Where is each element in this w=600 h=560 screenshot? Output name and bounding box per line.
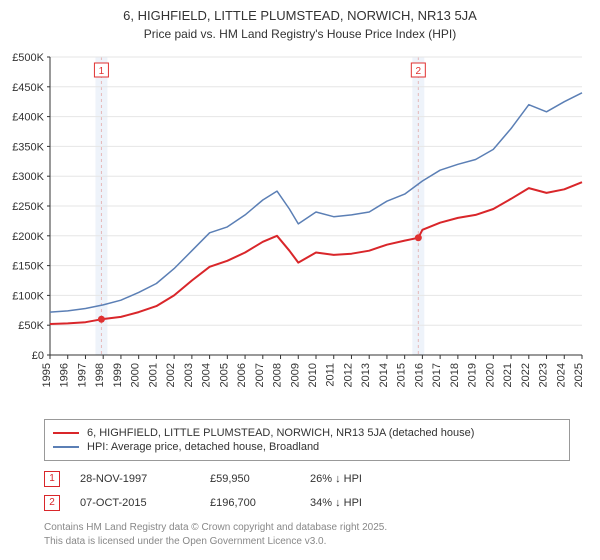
svg-text:£500K: £500K	[12, 52, 44, 64]
legend-swatch	[53, 432, 79, 434]
svg-text:£400K: £400K	[12, 112, 44, 124]
svg-text:£150K: £150K	[12, 261, 44, 273]
svg-text:1995: 1995	[41, 363, 53, 387]
svg-text:£50K: £50K	[18, 320, 44, 332]
svg-text:2008: 2008	[272, 363, 284, 387]
svg-text:2013: 2013	[360, 363, 372, 387]
svg-text:1999: 1999	[112, 363, 124, 387]
svg-text:£200K: £200K	[12, 231, 44, 243]
svg-text:2012: 2012	[342, 363, 354, 387]
svg-text:2001: 2001	[147, 363, 159, 387]
svg-text:2018: 2018	[449, 363, 461, 387]
svg-text:2015: 2015	[396, 363, 408, 387]
marker-badge: 1	[44, 471, 60, 487]
svg-text:2005: 2005	[218, 363, 230, 387]
legend-label: HPI: Average price, detached house, Broa…	[87, 441, 319, 453]
footer-attribution: Contains HM Land Registry data © Crown c…	[44, 521, 570, 549]
svg-text:£100K: £100K	[12, 290, 44, 302]
chart-svg: £0 £50K £100K £150K £200K £250K £300K £350K £400…	[0, 49, 600, 409]
svg-text:2011: 2011	[325, 363, 337, 387]
marker-delta: 26% ↓ HPI	[310, 473, 420, 485]
svg-text:2000: 2000	[130, 363, 142, 387]
legend-item: 6, HIGHFIELD, LITTLE PLUMSTEAD, NORWICH,…	[53, 426, 561, 440]
svg-text:1: 1	[99, 66, 105, 77]
legend-label: 6, HIGHFIELD, LITTLE PLUMSTEAD, NORWICH,…	[87, 427, 474, 439]
svg-text:£350K: £350K	[12, 141, 44, 153]
footer-line-2: This data is licensed under the Open Gov…	[44, 535, 570, 549]
svg-text:£250K: £250K	[12, 201, 44, 213]
marker-row: 2 07-OCT-2015 £196,700 34% ↓ HPI	[44, 491, 570, 515]
legend: 6, HIGHFIELD, LITTLE PLUMSTEAD, NORWICH,…	[44, 419, 570, 461]
svg-text:1997: 1997	[76, 363, 88, 387]
svg-text:1996: 1996	[59, 363, 71, 387]
svg-text:2022: 2022	[520, 363, 532, 387]
svg-text:2002: 2002	[165, 363, 177, 387]
svg-text:2021: 2021	[502, 363, 514, 387]
svg-text:£300K: £300K	[12, 171, 44, 183]
marker-row: 1 28-NOV-1997 £59,950 26% ↓ HPI	[44, 467, 570, 491]
svg-text:2024: 2024	[555, 363, 567, 387]
legend-swatch	[53, 446, 79, 448]
marker-price: £196,700	[210, 497, 290, 509]
svg-text:2004: 2004	[201, 363, 213, 387]
svg-text:2009: 2009	[289, 363, 301, 387]
svg-text:2010: 2010	[307, 363, 319, 387]
marker-price: £59,950	[210, 473, 290, 485]
svg-text:2023: 2023	[538, 363, 550, 387]
chart-plot: £0 £50K £100K £150K £200K £250K £300K £350K £400…	[0, 49, 600, 409]
svg-text:2006: 2006	[236, 363, 248, 387]
svg-text:£450K: £450K	[12, 82, 44, 94]
svg-text:2017: 2017	[431, 363, 443, 387]
svg-text:£0: £0	[32, 350, 44, 362]
svg-text:2014: 2014	[378, 363, 390, 387]
marker-delta: 34% ↓ HPI	[310, 497, 420, 509]
svg-text:2: 2	[416, 66, 422, 77]
svg-text:2003: 2003	[183, 363, 195, 387]
chart-subtitle: Price paid vs. HM Land Registry's House …	[0, 23, 600, 49]
marker-badge: 2	[44, 495, 60, 511]
svg-text:2016: 2016	[413, 363, 425, 387]
chart-title: 6, HIGHFIELD, LITTLE PLUMSTEAD, NORWICH,…	[0, 0, 600, 23]
marker-date: 28-NOV-1997	[80, 473, 190, 485]
legend-item: HPI: Average price, detached house, Broa…	[53, 440, 561, 454]
marker-date: 07-OCT-2015	[80, 497, 190, 509]
footer-line-1: Contains HM Land Registry data © Crown c…	[44, 521, 570, 535]
marker-table: 1 28-NOV-1997 £59,950 26% ↓ HPI 2 07-OCT-2015…	[44, 467, 570, 515]
svg-text:1998: 1998	[94, 363, 106, 387]
chart-container: 6, HIGHFIELD, LITTLE PLUMSTEAD, NORWICH,…	[0, 0, 600, 549]
svg-text:2020: 2020	[484, 363, 496, 387]
svg-text:2019: 2019	[467, 363, 479, 387]
svg-text:2007: 2007	[254, 363, 266, 387]
svg-text:2025: 2025	[573, 363, 585, 387]
